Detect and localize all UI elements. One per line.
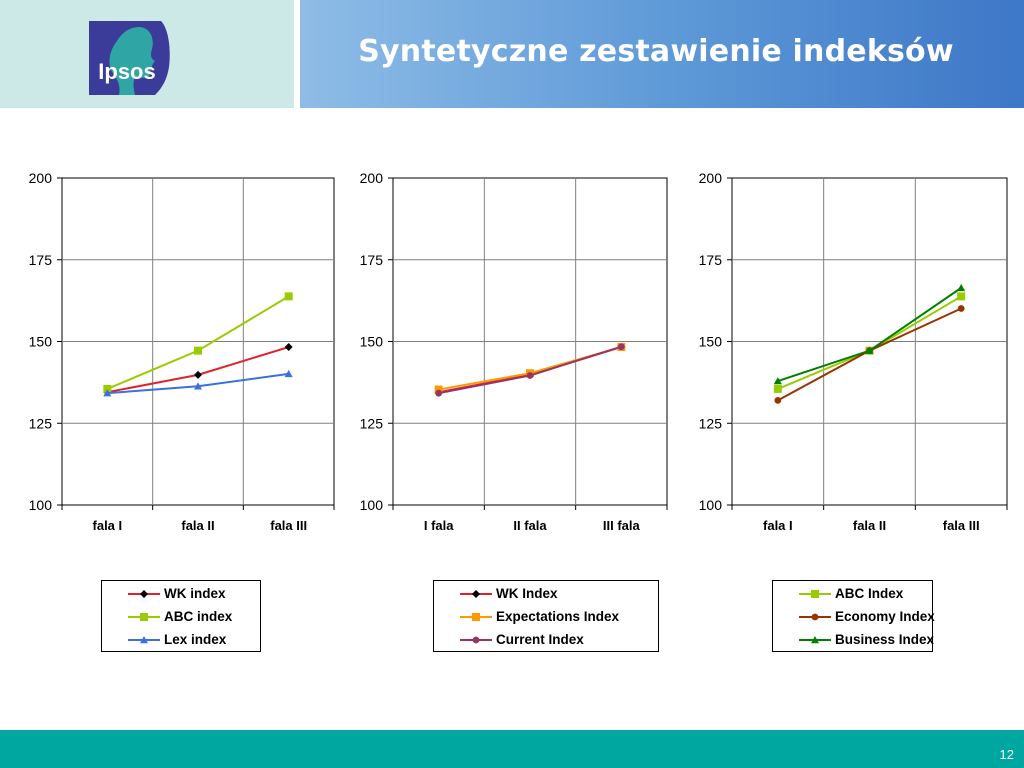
legend-swatch-marker [811, 613, 819, 621]
legend-swatch [128, 636, 160, 644]
page-number: 12 [999, 747, 1014, 762]
y-tick-label: 200 [360, 170, 384, 186]
legend-item-economy-index: Economy Index [773, 606, 935, 628]
legend-swatch [460, 636, 492, 644]
x-tick-label: III fala [603, 518, 641, 533]
y-tick-label: 175 [360, 252, 384, 268]
legend-item-abc-index: ABC Index [773, 583, 932, 605]
data-point-wk-index [284, 343, 293, 352]
y-tick-label: 175 [29, 252, 53, 268]
header-title-panel [300, 0, 1024, 108]
x-tick-label: II fala [513, 518, 547, 533]
x-tick-label: fala III [270, 518, 307, 533]
legend-label: ABC Index [835, 586, 904, 601]
legend-label: Business Index [835, 632, 935, 647]
data-point-economy-index [774, 396, 782, 404]
legend-swatch-marker [811, 636, 819, 644]
legend-label: Lex index [164, 632, 227, 647]
data-point-abc-index [103, 384, 112, 393]
data-point-current-index [617, 343, 625, 351]
x-tick-label: I fala [424, 518, 454, 533]
legend-swatch [799, 613, 831, 621]
logo-text: Ipsos [98, 59, 155, 84]
legend-item-lex-index: Lex index [102, 629, 260, 651]
footer-bar [0, 730, 1024, 768]
legend-item-abc-index: ABC index [102, 606, 260, 628]
slide-title: Syntetyczne zestawienie indeksów [358, 34, 954, 69]
y-tick-label: 200 [699, 170, 723, 186]
legend-swatch [799, 636, 831, 644]
legend-swatch-marker [472, 613, 480, 621]
data-point-abc-index [284, 292, 293, 301]
legend-item-business-index: Business Index [773, 629, 935, 651]
legend-swatch [128, 590, 160, 598]
header-separator [294, 0, 300, 108]
data-point-business-index [957, 283, 966, 292]
legend-swatch-marker [140, 636, 148, 644]
chart-3: 100 125 150 175 200 fala I fala II fala III [699, 170, 1008, 533]
y-tick-label: 150 [360, 334, 384, 350]
legend-swatch-marker [811, 590, 819, 598]
legend-chart-1: WK index ABC index Lex index [101, 580, 261, 652]
legend-swatch-marker [140, 590, 148, 598]
ipsos-logo: Ipsos [89, 21, 170, 95]
data-point-business-index [865, 346, 874, 354]
legend-swatch-marker [472, 636, 480, 644]
legend-swatch [799, 590, 831, 598]
x-tick-label: fala II [853, 518, 886, 533]
x-tick-label: fala I [763, 518, 793, 533]
legend-swatch [460, 590, 492, 598]
chart-1: 100 125 150 175 200 fala I fala II fala III [29, 170, 335, 533]
y-tick-label: 125 [29, 415, 53, 431]
legend-label: Economy Index [835, 609, 935, 624]
legend-swatch [460, 613, 492, 621]
data-point-wk-index [194, 370, 202, 379]
y-tick-label: 150 [699, 334, 723, 350]
logo-head-silhouette [109, 27, 155, 95]
legend-swatch-marker [140, 613, 148, 621]
chart-2: 100 125 150 175 200 I fala II fala III fala [360, 170, 668, 533]
legend-item-wk-index: WK Index [434, 583, 658, 605]
data-point-lex-index [103, 389, 112, 397]
legend-item-wk-index: WK index [102, 583, 260, 605]
data-point-abc-index [957, 292, 966, 301]
x-tick-label: fala I [93, 518, 123, 533]
legend-label: Expectations Index [496, 609, 620, 624]
legend-chart-3: ABC Index Economy Index Business Index [772, 580, 935, 652]
data-point-abc-index [194, 346, 202, 355]
legend-label: ABC index [164, 609, 233, 624]
legend-label: WK index [164, 586, 226, 601]
y-tick-label: 150 [29, 334, 53, 350]
y-tick-label: 100 [29, 497, 53, 513]
x-tick-label: fala II [181, 518, 214, 533]
data-point-business-index [773, 377, 782, 385]
y-tick-label: 100 [360, 497, 384, 513]
y-tick-label: 200 [29, 170, 53, 186]
x-tick-label: fala III [943, 518, 980, 533]
data-point-economy-index [957, 305, 965, 312]
legend-label: Current Index [496, 632, 584, 647]
y-tick-label: 100 [699, 497, 723, 513]
legend-label: WK Index [496, 586, 558, 601]
data-point-current-index [526, 372, 534, 379]
data-point-lex-index [194, 382, 202, 390]
legend-chart-2: WK Index Expectations Index Current Index [433, 580, 659, 652]
data-point-current-index [435, 389, 443, 397]
data-point-abc-index [773, 384, 782, 393]
legend-item-current-index: Current Index [434, 629, 658, 651]
y-tick-label: 125 [699, 415, 723, 431]
legend-item-expectations-index: Expectations Index [434, 606, 658, 628]
legend-swatch [128, 613, 160, 621]
data-point-lex-index [284, 369, 293, 378]
legend-swatch-marker [472, 590, 480, 598]
y-tick-label: 175 [699, 252, 723, 268]
y-tick-label: 125 [360, 415, 384, 431]
data-point-expectations-index [434, 385, 443, 394]
